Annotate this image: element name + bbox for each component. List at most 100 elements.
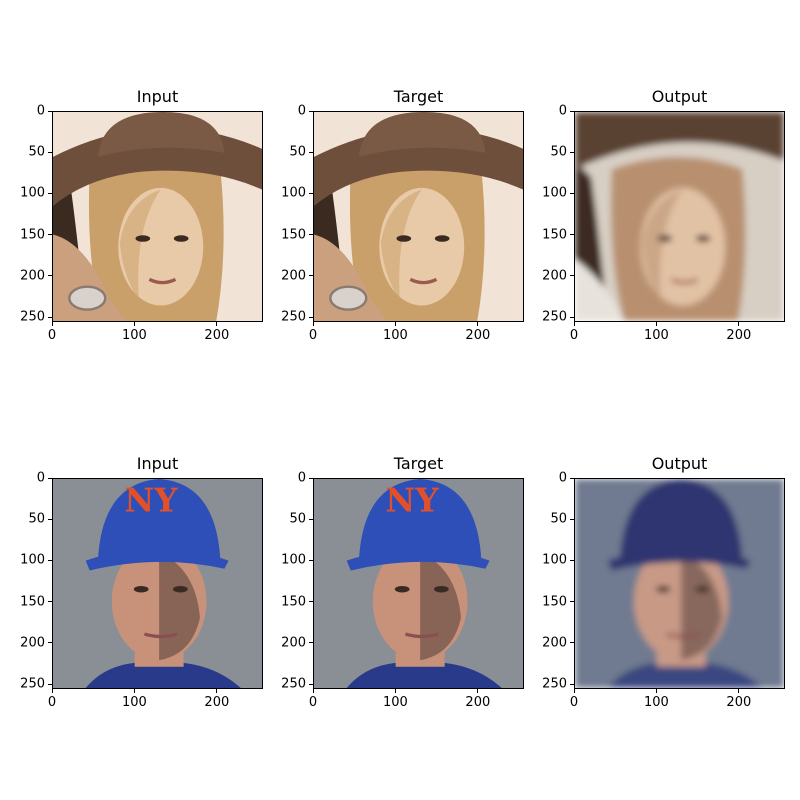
x-tick-mark (655, 689, 657, 693)
y-tick-mark (309, 642, 313, 644)
cap-brim (85, 548, 229, 571)
cap-brim (607, 548, 751, 571)
y-tick-mark (309, 192, 313, 194)
image-frame (52, 111, 263, 322)
y-tick-mark (309, 275, 313, 277)
y-tick-label: 100 (542, 185, 567, 201)
shirt (346, 662, 502, 688)
y-tick-mark (309, 110, 313, 112)
y-tick-label: 0 (36, 470, 45, 486)
y-tick-label: 150 (20, 227, 45, 243)
x-tick-mark (738, 689, 740, 693)
x-tick-label: 100 (122, 695, 147, 710)
x-tick-label: 100 (383, 328, 408, 343)
watch (68, 285, 107, 311)
x-tick-mark (133, 322, 135, 326)
y-tick-mark (309, 477, 313, 479)
cap-logo: NY (124, 481, 178, 520)
x-tick-label: 0 (569, 328, 579, 343)
y-tick-label: 50 (550, 511, 567, 527)
y-tick-label: 100 (20, 185, 45, 201)
cap-crown (619, 479, 743, 561)
x-tick-mark (655, 322, 657, 326)
image-frame (313, 111, 524, 322)
right-eye (173, 235, 189, 242)
y-tick-mark (309, 234, 313, 236)
mouth (404, 632, 439, 639)
x-tick-mark (216, 689, 218, 693)
y-tick-mark (48, 683, 52, 685)
image-frame: NY (313, 478, 524, 689)
right-eye (434, 585, 449, 593)
face-shadow (681, 552, 722, 661)
x-tick-label: 100 (122, 328, 147, 343)
x-tick-label: 200 (726, 328, 752, 343)
x-tick-label: 200 (204, 695, 230, 710)
y-tick-label: 200 (281, 635, 306, 651)
y-tick-label: 200 (542, 268, 567, 284)
y-tick-mark (570, 275, 574, 277)
right-eye (434, 235, 450, 242)
shirt (85, 662, 241, 688)
y-tick-label: 0 (558, 470, 567, 486)
portrait-image: NY (53, 479, 262, 688)
left-eye (394, 585, 410, 593)
y-tick-mark (48, 316, 52, 318)
left-eye (133, 585, 149, 593)
y-tick-label: 0 (297, 470, 306, 486)
cap-brim (346, 548, 490, 571)
x-tick-label: 100 (383, 695, 408, 710)
y-tick-label: 150 (542, 594, 567, 610)
face (372, 542, 468, 661)
x-tick-label: 0 (47, 328, 57, 343)
y-tick-label: 200 (20, 635, 45, 651)
face (111, 542, 207, 661)
y-tick-mark (48, 477, 52, 479)
portrait-image (53, 112, 262, 321)
watch (329, 285, 368, 311)
y-tick-mark (570, 518, 574, 520)
mouth (665, 632, 700, 639)
y-tick-mark (48, 192, 52, 194)
mouth (148, 277, 177, 285)
subplot-title: Target (393, 87, 444, 106)
left-eye (657, 235, 673, 242)
y-tick-label: 250 (20, 676, 45, 692)
x-tick-mark (133, 689, 135, 693)
x-tick-label: 200 (726, 695, 752, 710)
x-tick-label: 200 (465, 328, 491, 343)
y-tick-mark (309, 559, 313, 561)
y-tick-mark (48, 601, 52, 603)
mouth (143, 632, 178, 639)
hat-crown (97, 112, 225, 157)
y-tick-mark (48, 275, 52, 277)
shirt (607, 662, 763, 688)
y-tick-label: 100 (542, 552, 567, 568)
y-tick-mark (570, 192, 574, 194)
x-tick-mark (216, 322, 218, 326)
x-tick-label: 100 (644, 695, 669, 710)
face-shadow (641, 189, 683, 300)
hat-crown (358, 112, 486, 157)
y-tick-mark (48, 518, 52, 520)
y-tick-mark (309, 601, 313, 603)
y-tick-label: 150 (281, 594, 306, 610)
image-frame (574, 111, 785, 322)
x-tick-mark (573, 689, 575, 693)
left-eye (396, 235, 412, 242)
left-eye (135, 235, 151, 242)
y-tick-label: 50 (28, 511, 45, 527)
y-tick-mark (309, 518, 313, 520)
y-tick-label: 200 (281, 268, 306, 284)
portrait-image (575, 112, 784, 321)
x-tick-label: 0 (308, 328, 318, 343)
x-tick-label: 0 (569, 695, 579, 710)
x-tick-label: 200 (465, 695, 491, 710)
y-tick-label: 250 (542, 676, 567, 692)
cap-logo: NY (385, 481, 439, 520)
y-tick-mark (309, 683, 313, 685)
sweater (575, 258, 624, 321)
cap-crown (358, 479, 482, 561)
x-tick-mark (477, 689, 479, 693)
y-tick-mark (570, 642, 574, 644)
